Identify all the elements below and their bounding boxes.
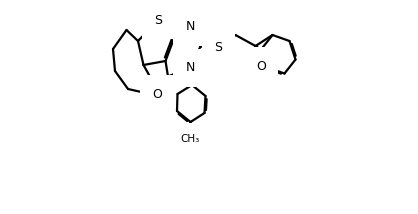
Text: CH₃: CH₃ [181, 134, 200, 144]
Text: S: S [214, 41, 222, 54]
Text: O: O [153, 88, 163, 101]
Text: N: N [185, 61, 195, 74]
Text: O: O [256, 59, 266, 73]
Text: S: S [155, 13, 163, 27]
Text: N: N [186, 20, 195, 33]
